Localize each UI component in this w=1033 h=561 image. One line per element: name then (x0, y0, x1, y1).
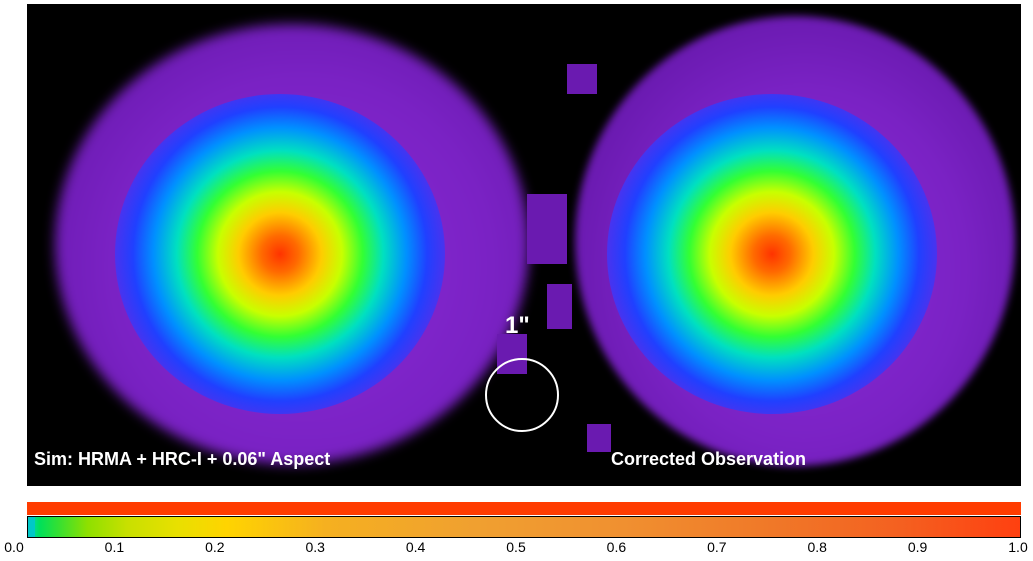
colorbar-tick-label: 0.0 (4, 539, 24, 555)
colorbar-tick-label: 0.3 (305, 539, 325, 555)
noise-speck (527, 194, 567, 264)
psf-image: 1" (27, 4, 1021, 486)
simulation-label: Sim: HRMA + HRC-I + 0.06" Aspect (34, 449, 331, 469)
observed-psf-core (607, 94, 937, 414)
scale-label: 1" (505, 312, 530, 339)
scale-circle (485, 358, 559, 432)
reference-bar (27, 502, 1021, 515)
colorbar-start-segment (28, 517, 35, 537)
noise-speck (567, 64, 597, 94)
colorbar-tick-label: 0.6 (606, 539, 627, 555)
colorbar-tick-label: 0.4 (405, 539, 426, 555)
colorbar-tick-label: 0.1 (104, 539, 125, 555)
colorbar-tick-label: 0.8 (807, 539, 827, 555)
colorbar-tick-label: 0.7 (707, 539, 727, 555)
noise-speck (547, 284, 572, 329)
noise-speck (587, 424, 611, 452)
colorbar (27, 516, 1021, 538)
colorbar-tick-label: 1.0 (1008, 539, 1028, 555)
simulated-psf-core (115, 94, 445, 414)
observation-label: Corrected Observation (611, 449, 807, 469)
colorbar-tick-label: 0.2 (205, 539, 225, 555)
colorbar-tick-label: 0.5 (506, 539, 526, 555)
colorbar-tick-label: 0.9 (907, 539, 928, 555)
